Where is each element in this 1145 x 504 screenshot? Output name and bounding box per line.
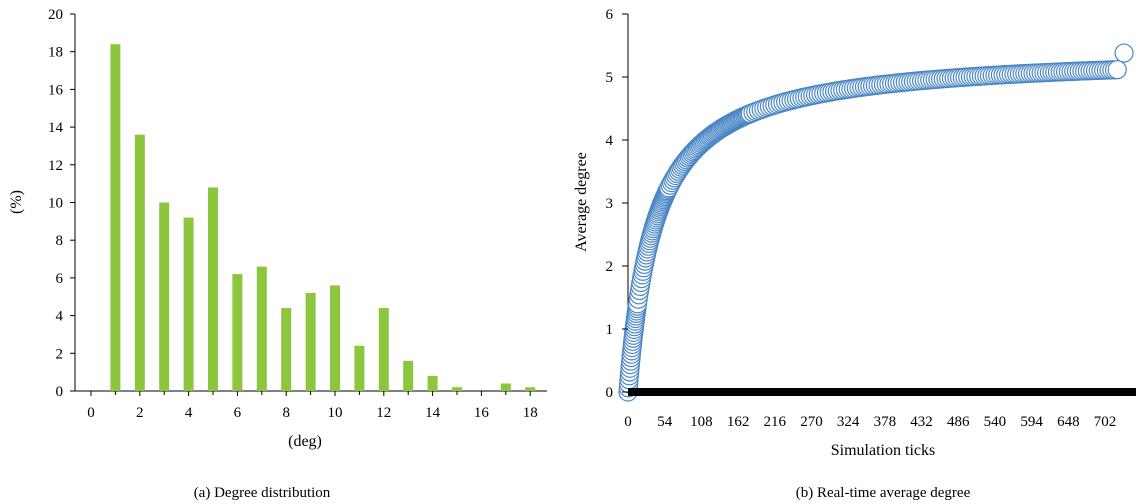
bar bbox=[525, 387, 536, 391]
y-tick-label: 10 bbox=[48, 196, 63, 212]
y-tick-label: 3 bbox=[606, 196, 614, 212]
bar bbox=[208, 187, 218, 391]
average-degree-chart: 0 54 108 162 216 270 324 378 432 486 540 594 648 702 … bbox=[573, 7, 1136, 501]
bar bbox=[452, 387, 462, 391]
x-tick-label: 8 bbox=[282, 405, 290, 421]
y-tick-label: 4 bbox=[606, 133, 614, 149]
x-tick-label: 10 bbox=[328, 405, 343, 421]
x-tick-label: 54 bbox=[657, 414, 673, 430]
x-tick-label: 2 bbox=[136, 405, 144, 421]
x-tick-label: 432 bbox=[910, 414, 933, 430]
bar bbox=[330, 285, 340, 391]
x-tick-label: 12 bbox=[376, 405, 391, 421]
y-tick-label: 1 bbox=[606, 322, 614, 338]
x-tick-label: 18 bbox=[523, 405, 538, 421]
bar bbox=[256, 266, 267, 391]
chart-a-y-label: (%) bbox=[8, 190, 25, 214]
x-tick-label: 108 bbox=[690, 414, 713, 430]
x-tick-label: 16 bbox=[474, 405, 490, 421]
x-tick-label: 378 bbox=[874, 414, 897, 430]
x-tick-label: 6 bbox=[234, 405, 242, 421]
x-tick-label: 216 bbox=[764, 414, 787, 430]
y-tick-label: 2 bbox=[56, 346, 64, 362]
x-tick-label: 594 bbox=[1020, 414, 1043, 430]
bar bbox=[110, 44, 121, 391]
chart-b-baseline bbox=[628, 388, 1136, 396]
x-tick-label: 702 bbox=[1094, 414, 1117, 430]
y-tick-label: 0 bbox=[606, 385, 614, 401]
bar bbox=[500, 383, 511, 391]
y-tick-label: 4 bbox=[56, 309, 64, 325]
x-tick-label: 540 bbox=[984, 414, 1007, 430]
x-tick-label: 0 bbox=[624, 414, 632, 430]
x-tick-label: 4 bbox=[185, 405, 193, 421]
x-tick-label: 324 bbox=[837, 414, 860, 430]
data-point bbox=[1107, 60, 1127, 80]
caption-a: (a) Degree distribution bbox=[194, 485, 331, 501]
y-tick-label: 18 bbox=[48, 45, 63, 61]
chart-b-y-label: Average degree bbox=[573, 152, 590, 252]
bar bbox=[134, 134, 145, 391]
x-tick-label: 648 bbox=[1057, 414, 1080, 430]
y-tick-label: 2 bbox=[606, 259, 614, 275]
y-tick-label: 14 bbox=[48, 120, 64, 136]
y-tick-label: 8 bbox=[56, 233, 64, 249]
y-tick-label: 0 bbox=[56, 384, 64, 400]
caption-b: (b) Real-time average degree bbox=[796, 485, 971, 501]
bar bbox=[403, 360, 414, 391]
y-tick-label: 6 bbox=[606, 7, 614, 23]
y-tick-label: 20 bbox=[48, 7, 63, 23]
y-tick-label: 12 bbox=[48, 158, 63, 174]
x-tick-label: 0 bbox=[87, 405, 95, 421]
data-point bbox=[1114, 43, 1134, 63]
bar bbox=[159, 202, 170, 391]
bar bbox=[183, 217, 194, 391]
chart-a-x-label: (deg) bbox=[288, 433, 322, 450]
y-tick-label: 16 bbox=[48, 82, 64, 98]
bar bbox=[378, 308, 389, 391]
x-tick-label: 486 bbox=[947, 414, 970, 430]
bar bbox=[354, 345, 365, 391]
y-tick-label: 6 bbox=[56, 271, 64, 287]
y-tick-label: 5 bbox=[606, 70, 614, 86]
x-tick-label: 14 bbox=[425, 405, 441, 421]
x-tick-label: 162 bbox=[727, 414, 750, 430]
bar bbox=[281, 308, 292, 391]
bar bbox=[305, 292, 316, 391]
bar bbox=[427, 375, 438, 391]
chart-b-x-label: Simulation ticks bbox=[831, 442, 935, 459]
bar bbox=[232, 274, 243, 391]
x-tick-label: 270 bbox=[800, 414, 823, 430]
